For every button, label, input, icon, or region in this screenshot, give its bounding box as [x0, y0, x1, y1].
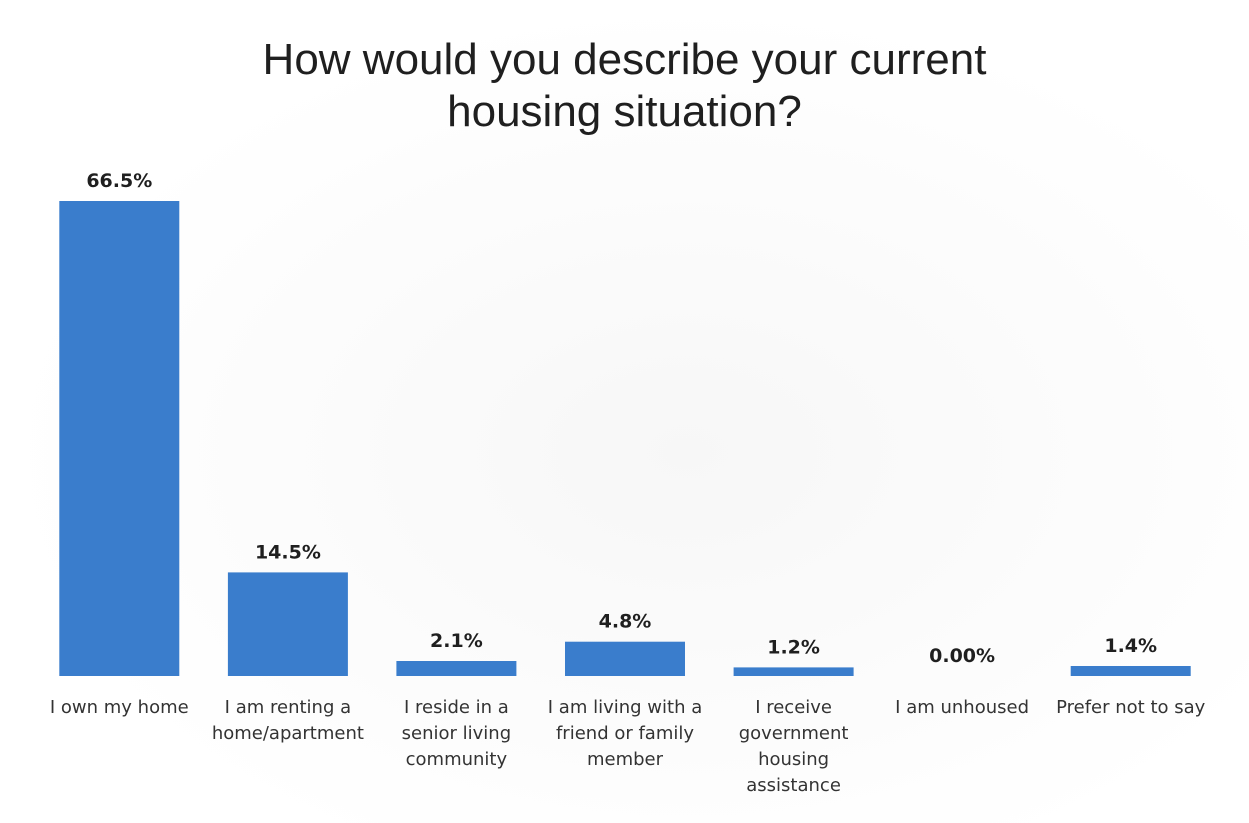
category-label-3-line-2: member	[587, 749, 664, 770]
category-label-1-line-0: I am renting a	[225, 697, 351, 718]
chart-title: How would you describe your current hous…	[262, 35, 987, 136]
bar-0	[59, 201, 180, 676]
category-label-0-line-0: I own my home	[50, 697, 189, 718]
category-label-3-line-0: I am living with a	[548, 697, 702, 718]
data-label-6: 1.4%	[1104, 635, 1157, 657]
category-label-2-line-1: senior living	[402, 723, 512, 744]
category-label-4-line-2: housing	[758, 749, 829, 770]
category-label-4-line-0: I receive	[755, 697, 832, 718]
category-label-4-line-3: assistance	[746, 775, 841, 796]
category-label-3-line-1: friend or family	[556, 723, 694, 744]
data-label-5: 0.00%	[929, 645, 995, 667]
bar-2	[396, 661, 517, 676]
category-label-2-line-2: community	[406, 749, 508, 770]
category-label-5-line-0: I am unhoused	[895, 697, 1029, 718]
data-label-2: 2.1%	[430, 630, 483, 652]
bar-1	[227, 572, 348, 676]
data-label-4: 1.2%	[767, 636, 820, 658]
category-label-2-line-0: I reside in a	[404, 697, 509, 718]
data-label-0: 66.5%	[86, 170, 152, 192]
category-label-4-line-1: government	[739, 723, 849, 744]
bar-3	[565, 641, 685, 676]
category-label-1-line-1: home/apartment	[212, 723, 364, 744]
data-label-1: 14.5%	[255, 541, 321, 563]
bar-6	[1070, 666, 1191, 676]
bar-4	[733, 667, 854, 676]
category-label-6-line-0: Prefer not to say	[1056, 697, 1206, 718]
data-label-3: 4.8%	[599, 611, 652, 633]
